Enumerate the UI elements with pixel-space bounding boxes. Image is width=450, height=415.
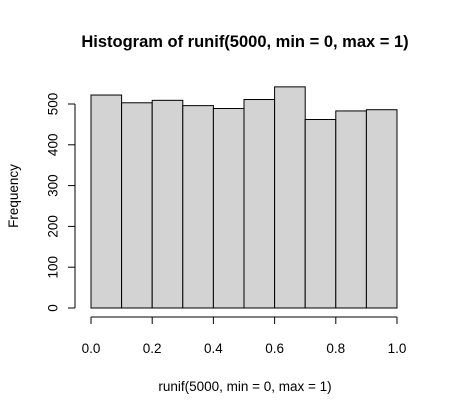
x-tick-label: 0.2 [143,341,162,356]
y-tick-label: 500 [46,93,61,116]
x-tick-label: 0.6 [265,341,284,356]
histogram-bar-10 [365,109,398,309]
y-tick-label: 100 [46,256,61,279]
bars-group [90,86,398,309]
histogram-bar-9 [335,110,367,309]
x-tick-label: 1.0 [388,341,407,356]
x-tick-label: 0.4 [204,341,223,356]
histogram-bar-6 [243,99,276,309]
x-tick-label: 0.8 [326,341,345,356]
histogram-bar-3 [151,99,184,309]
y-tick-label: 400 [46,134,61,157]
histogram-bar-1 [90,94,123,309]
histogram-bar-4 [182,105,214,309]
histogram-bar-7 [274,86,306,309]
chart-title: Histogram of runif(5000, min = 0, max = … [81,33,408,51]
y-axis-label: Frequency [6,164,21,228]
x-tick-label: 0.0 [82,341,101,356]
y-tick-label: 200 [46,215,61,238]
x-axis: 0.0 0.2 0.4 0.6 0.8 1.0 [82,316,407,356]
histogram-bar-8 [304,119,337,309]
x-axis-label: runif(5000, min = 0, max = 1) [158,379,331,394]
y-tick-label: 300 [46,174,61,197]
histogram-bar-5 [212,107,245,309]
y-tick-label: 0 [46,304,61,312]
histogram-bar-2 [121,102,153,309]
y-axis: 0 100 200 300 400 500 [46,93,76,312]
